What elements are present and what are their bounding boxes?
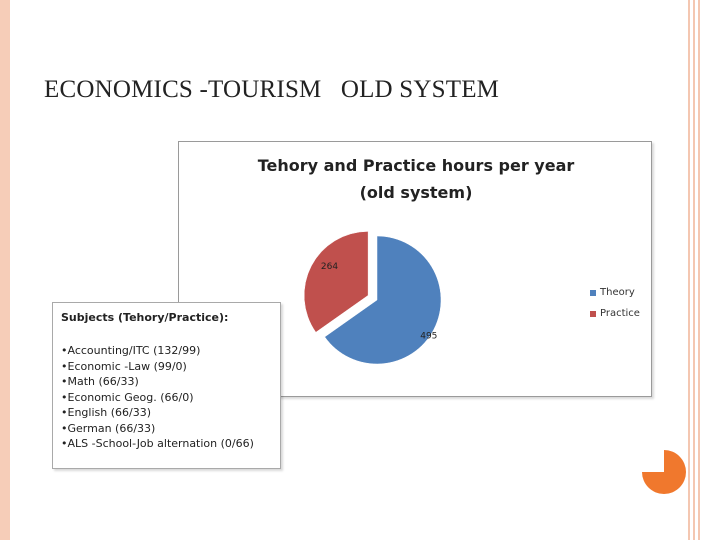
pie-data-label-practice: 264 <box>321 262 338 272</box>
legend-swatch-practice <box>590 310 596 317</box>
subjects-textbox: Subjects (Tehory/Practice): •Accounting/… <box>52 302 281 469</box>
pie-slice-practice <box>303 231 369 333</box>
legend-label-theory: Theory <box>600 287 635 298</box>
right-decorative-line <box>688 0 690 540</box>
subject-item: •ALS -School-Job alternation (0/66) <box>61 437 254 450</box>
legend-label-practice: Practice <box>600 308 640 319</box>
subject-item: •German (66/33) <box>61 421 156 435</box>
chart-title-line2: (old system) <box>359 183 473 202</box>
pie-plot-area: 495 264 <box>303 231 442 365</box>
subject-item: •Economic Geog. (66/0) <box>61 390 194 404</box>
pie-slice-theory <box>324 235 442 365</box>
legend-item-theory: Theory <box>590 287 635 298</box>
chart-title-line1: Tehory and Practice hours per year <box>257 156 575 175</box>
legend-swatch-theory <box>590 289 596 296</box>
slide-title: ECONOMICS -TOURISM OLD SYSTEM <box>44 76 500 103</box>
pie-data-label-theory: 495 <box>420 331 437 341</box>
subject-item: •Math (66/33) <box>61 375 139 388</box>
orange-decorative-circle-icon <box>642 450 686 494</box>
subjects-heading: Subjects (Tehory/Practice): <box>61 311 229 324</box>
right-decorative-line <box>693 0 695 540</box>
subject-item: •English (66/33) <box>61 406 151 419</box>
right-decorative-line <box>698 0 700 540</box>
subject-item: •Economic -Law (99/0) <box>61 359 187 373</box>
legend-item-practice: Practice <box>590 308 640 319</box>
subjects-list: •Accounting/ITC (132/99) •Economic -Law … <box>61 343 254 452</box>
left-decorative-border <box>0 0 10 540</box>
subject-item: •Accounting/ITC (132/99) <box>61 344 201 357</box>
